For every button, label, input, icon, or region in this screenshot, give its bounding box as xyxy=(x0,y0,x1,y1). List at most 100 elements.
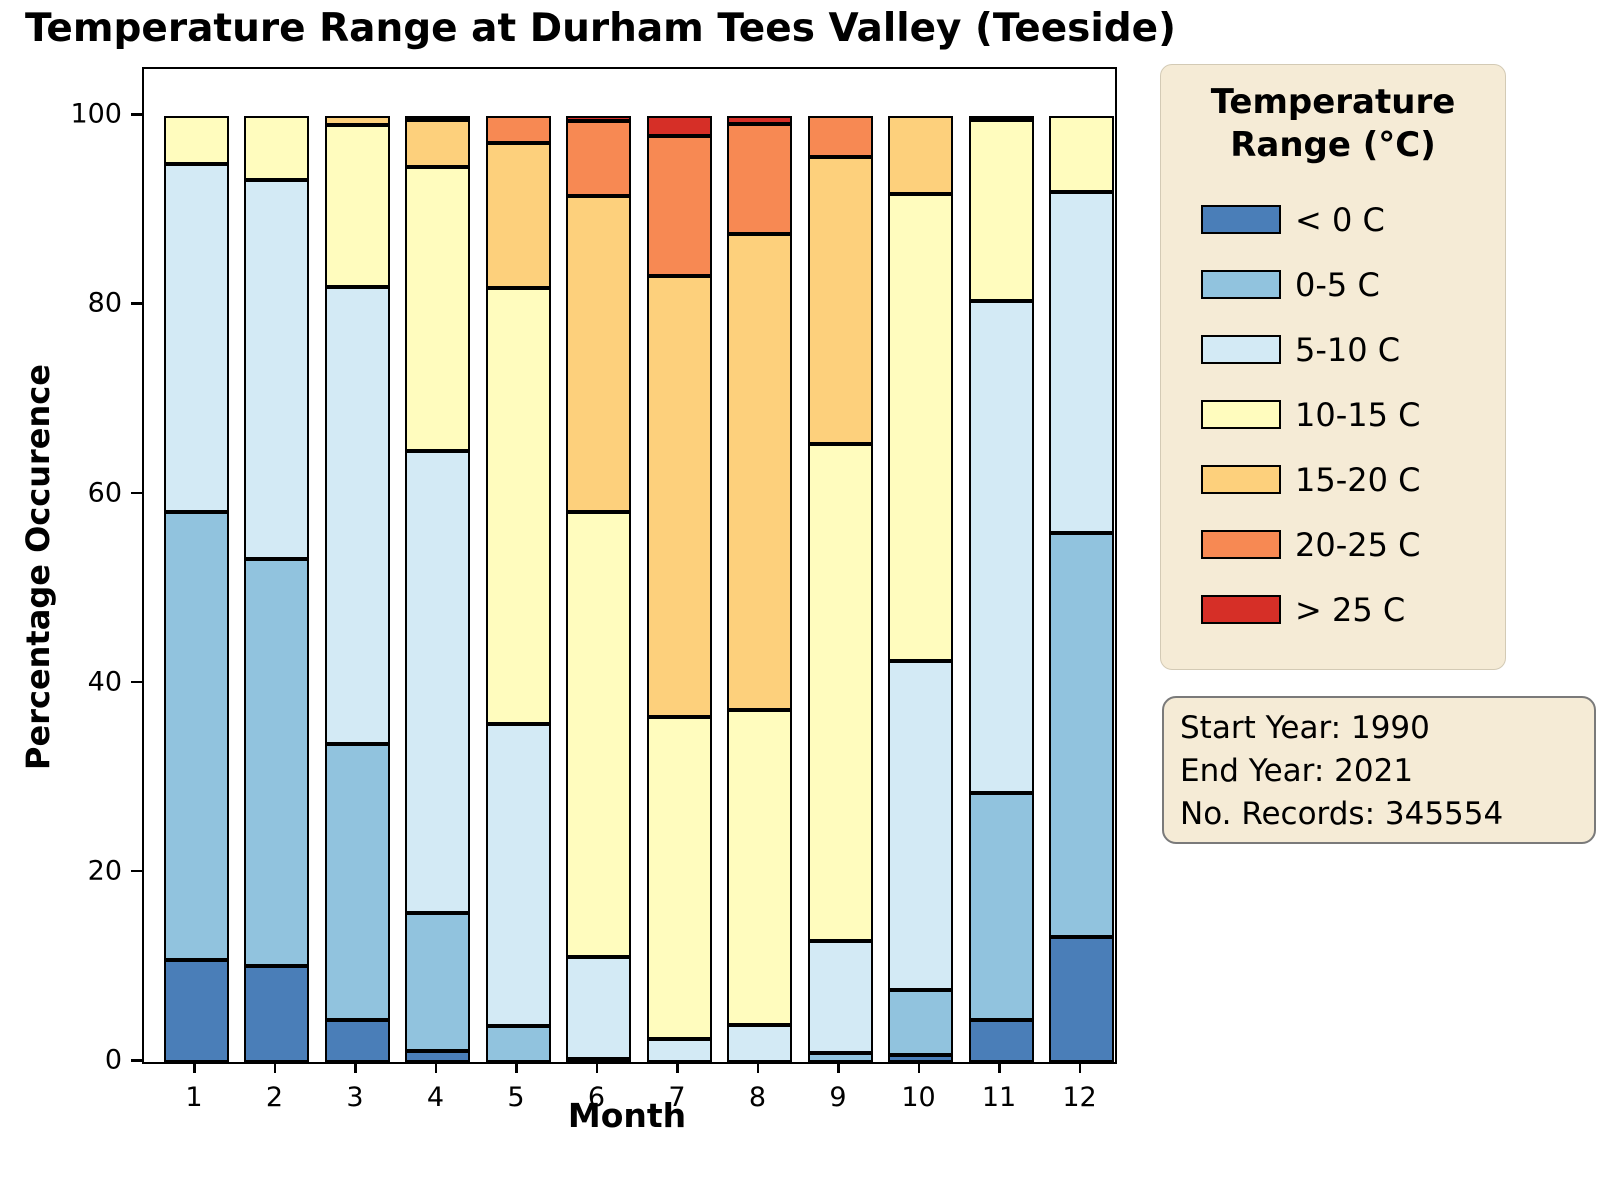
bar-segment xyxy=(968,792,1034,1021)
x-tick-label: 3 xyxy=(346,1082,364,1113)
bar-segment xyxy=(405,120,470,168)
legend-entry: 15-20 C xyxy=(1201,461,1505,499)
x-tick-label: 6 xyxy=(587,1082,606,1113)
y-axis-label: Percentage Occurence xyxy=(19,364,57,770)
bar-segment xyxy=(163,116,229,164)
x-tick-mark xyxy=(595,1062,598,1073)
bar-segment xyxy=(646,1039,712,1062)
x-tick-label: 5 xyxy=(507,1082,525,1113)
legend-entry-label: 20-25 C xyxy=(1295,525,1421,564)
x-tick-label: 9 xyxy=(829,1082,847,1113)
legend-entry: < 0 C xyxy=(1201,201,1505,239)
bar-segment xyxy=(968,300,1034,793)
bar-segment xyxy=(646,116,712,137)
bar-segment xyxy=(727,233,792,711)
bar-segment xyxy=(727,1025,792,1062)
plot-area xyxy=(142,67,1117,1064)
bar-segment xyxy=(405,1050,470,1062)
legend-entry-label: > 25 C xyxy=(1295,590,1406,629)
x-tick-label: 7 xyxy=(668,1082,686,1113)
y-tick-label: 80 xyxy=(87,287,122,319)
bar-segment xyxy=(727,116,792,124)
bar-segment xyxy=(807,156,873,445)
legend-swatch-icon xyxy=(1201,270,1281,299)
x-tick-mark xyxy=(193,1062,196,1073)
chart-title: Temperature Range at Durham Tees Valley … xyxy=(25,6,1176,51)
bar-segment xyxy=(244,965,309,1062)
info-line-start-year: Start Year: 1990 xyxy=(1180,710,1430,746)
legend-swatch-icon xyxy=(1201,205,1281,234)
bar-segment xyxy=(485,1026,551,1062)
bar-segment xyxy=(968,116,1034,121)
bar-segment xyxy=(566,121,631,196)
bar-segment xyxy=(324,744,390,1021)
bar-segment xyxy=(727,710,792,1026)
y-tick-label: 60 xyxy=(87,477,122,509)
bar-segment xyxy=(163,959,229,1062)
x-tick-label: 11 xyxy=(981,1082,1017,1113)
x-tick-mark xyxy=(998,1062,1001,1073)
legend-entry: 10-15 C xyxy=(1201,396,1505,434)
bar-segment xyxy=(324,124,390,287)
y-tick-label: 20 xyxy=(87,855,122,887)
bar-segment xyxy=(888,661,953,991)
bar-segment xyxy=(1049,191,1114,534)
x-tick-label: 2 xyxy=(265,1082,284,1113)
x-tick-label: 10 xyxy=(901,1082,936,1113)
info-line-num-records: No. Records: 345554 xyxy=(1180,796,1504,832)
info-line-end-year: End Year: 2021 xyxy=(1180,753,1414,789)
bar-segment xyxy=(485,116,551,143)
bar-segment xyxy=(566,957,631,1060)
bar-segment xyxy=(968,1020,1034,1062)
bar-segment xyxy=(405,167,470,452)
legend-swatch-icon xyxy=(1201,465,1281,494)
y-tick-label: 100 xyxy=(70,98,122,130)
bar-segment xyxy=(888,1055,953,1062)
x-tick-label: 1 xyxy=(185,1082,203,1113)
x-tick-label: 12 xyxy=(1062,1082,1097,1113)
bar-segment xyxy=(646,716,712,1040)
legend-entry-label: 15-20 C xyxy=(1295,460,1421,499)
legend-entries: < 0 C 0-5 C 5-10 C 10-15 C 15-20 C 20-25 C > 2… xyxy=(1201,201,1505,629)
x-tick-mark xyxy=(273,1062,276,1073)
x-tick-mark xyxy=(1078,1062,1081,1073)
bar-segment xyxy=(807,444,873,941)
bar-segment xyxy=(163,511,229,960)
legend-swatch-icon xyxy=(1201,530,1281,559)
bar-segment xyxy=(566,116,631,121)
bar-segment xyxy=(566,511,631,957)
bar-segment xyxy=(324,116,390,125)
x-tick-mark xyxy=(837,1062,840,1073)
legend-entry: 20-25 C xyxy=(1201,526,1505,564)
legend-entry: > 25 C xyxy=(1201,591,1505,629)
legend-swatch-icon xyxy=(1201,400,1281,429)
bar-segment xyxy=(405,116,470,121)
legend-entry: 5-10 C xyxy=(1201,331,1505,369)
legend-entry-label: 5-10 C xyxy=(1295,330,1401,369)
legend-entry-label: 0-5 C xyxy=(1295,265,1380,304)
x-tick-label: 8 xyxy=(748,1082,767,1113)
legend-entry: 0-5 C xyxy=(1201,266,1505,304)
legend-title-line2: Range (°C) xyxy=(1230,125,1436,165)
y-tick-mark xyxy=(131,491,142,495)
bar-segment xyxy=(566,195,631,512)
x-tick-mark xyxy=(917,1062,920,1073)
bar-segment xyxy=(244,558,309,966)
x-tick-mark xyxy=(354,1062,357,1073)
x-tick-label: 4 xyxy=(426,1082,445,1113)
bar-segment xyxy=(405,912,470,1051)
bar-segment xyxy=(1049,116,1114,192)
bar-segment xyxy=(888,990,953,1056)
y-tick-mark xyxy=(131,302,142,305)
bar-segment xyxy=(888,193,953,661)
y-tick-mark xyxy=(131,869,142,873)
legend-entry-label: < 0 C xyxy=(1295,200,1385,239)
x-tick-mark xyxy=(434,1062,437,1073)
y-tick-label: 40 xyxy=(87,666,122,698)
y-tick-mark xyxy=(131,680,142,684)
bar-segment xyxy=(888,116,953,194)
legend-swatch-icon xyxy=(1201,595,1281,624)
bar-segment xyxy=(244,116,309,180)
y-tick-mark xyxy=(131,113,142,116)
